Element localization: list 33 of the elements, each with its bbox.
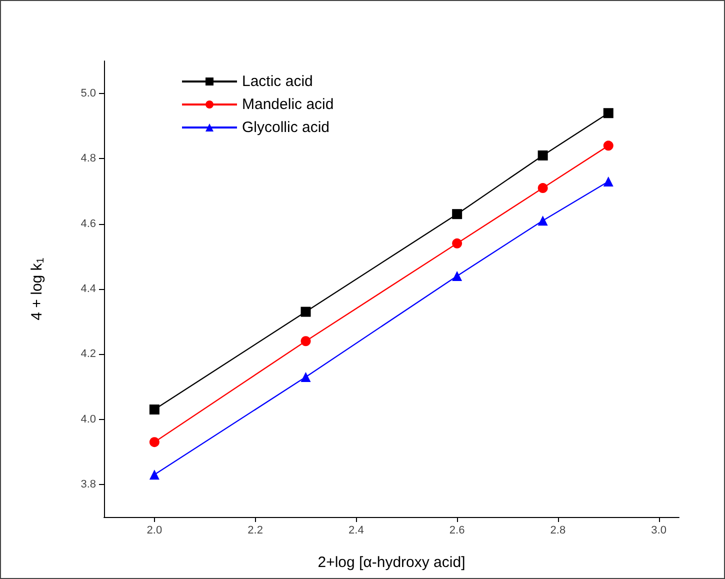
y-tick-label: 4.2 [80,348,96,360]
legend-label: Glycollic acid [242,119,330,136]
x-tick-label: 2.8 [550,524,566,536]
x-tick-label: 3.0 [651,524,666,536]
x-tick-label: 2.2 [248,524,263,536]
point [452,209,462,220]
x-axis-title: 2+log [α-hydroxy acid] [318,554,466,571]
point [300,336,311,346]
y-tick-label: 4.6 [80,218,96,230]
point [538,150,548,160]
y-tick-label: 3.8 [80,478,96,490]
x-tick-label: 2.4 [348,524,364,536]
legend-label: Lactic acid [242,73,313,90]
y-tick-label: 4.0 [80,413,96,426]
point [452,270,462,281]
y-tick-label: 5.0 [80,88,96,100]
point [452,238,462,248]
point [300,372,311,382]
point [149,470,160,480]
y-axis-title: 4 + log k1 [28,257,46,320]
point [603,108,614,118]
point [603,176,614,187]
y-tick-label: 4.8 [80,152,96,165]
x-tick-label: 2.0 [146,524,162,536]
legend-label: Mandelic acid [242,96,334,113]
point [300,306,311,317]
point [149,404,160,415]
point [603,140,614,151]
x-tick-label: 2.6 [449,524,465,536]
point [149,437,160,448]
point [538,216,548,226]
y-tick-label: 4.4 [80,283,96,295]
point [538,183,548,194]
